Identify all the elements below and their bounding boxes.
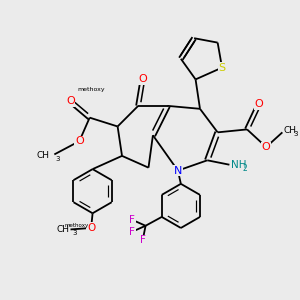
Text: CH: CH: [284, 126, 297, 135]
Text: O: O: [138, 74, 147, 84]
Text: F: F: [129, 215, 135, 225]
Text: O: O: [262, 142, 271, 152]
Text: 3: 3: [293, 131, 298, 137]
Text: methoxy: methoxy: [77, 87, 105, 92]
Text: O: O: [66, 97, 75, 106]
Text: 3: 3: [56, 156, 60, 162]
Text: N: N: [174, 166, 182, 176]
Text: F: F: [129, 226, 135, 237]
Text: F: F: [140, 236, 146, 245]
Text: O: O: [75, 136, 84, 146]
Text: CH: CH: [56, 225, 69, 234]
Text: NH: NH: [231, 160, 246, 170]
Text: 2: 2: [243, 164, 248, 173]
Text: O: O: [254, 99, 263, 110]
Text: 3: 3: [73, 230, 77, 236]
Text: S: S: [218, 63, 226, 73]
Text: CH: CH: [37, 152, 50, 160]
Text: O: O: [87, 223, 95, 233]
Text: methoxy: methoxy: [64, 223, 88, 227]
